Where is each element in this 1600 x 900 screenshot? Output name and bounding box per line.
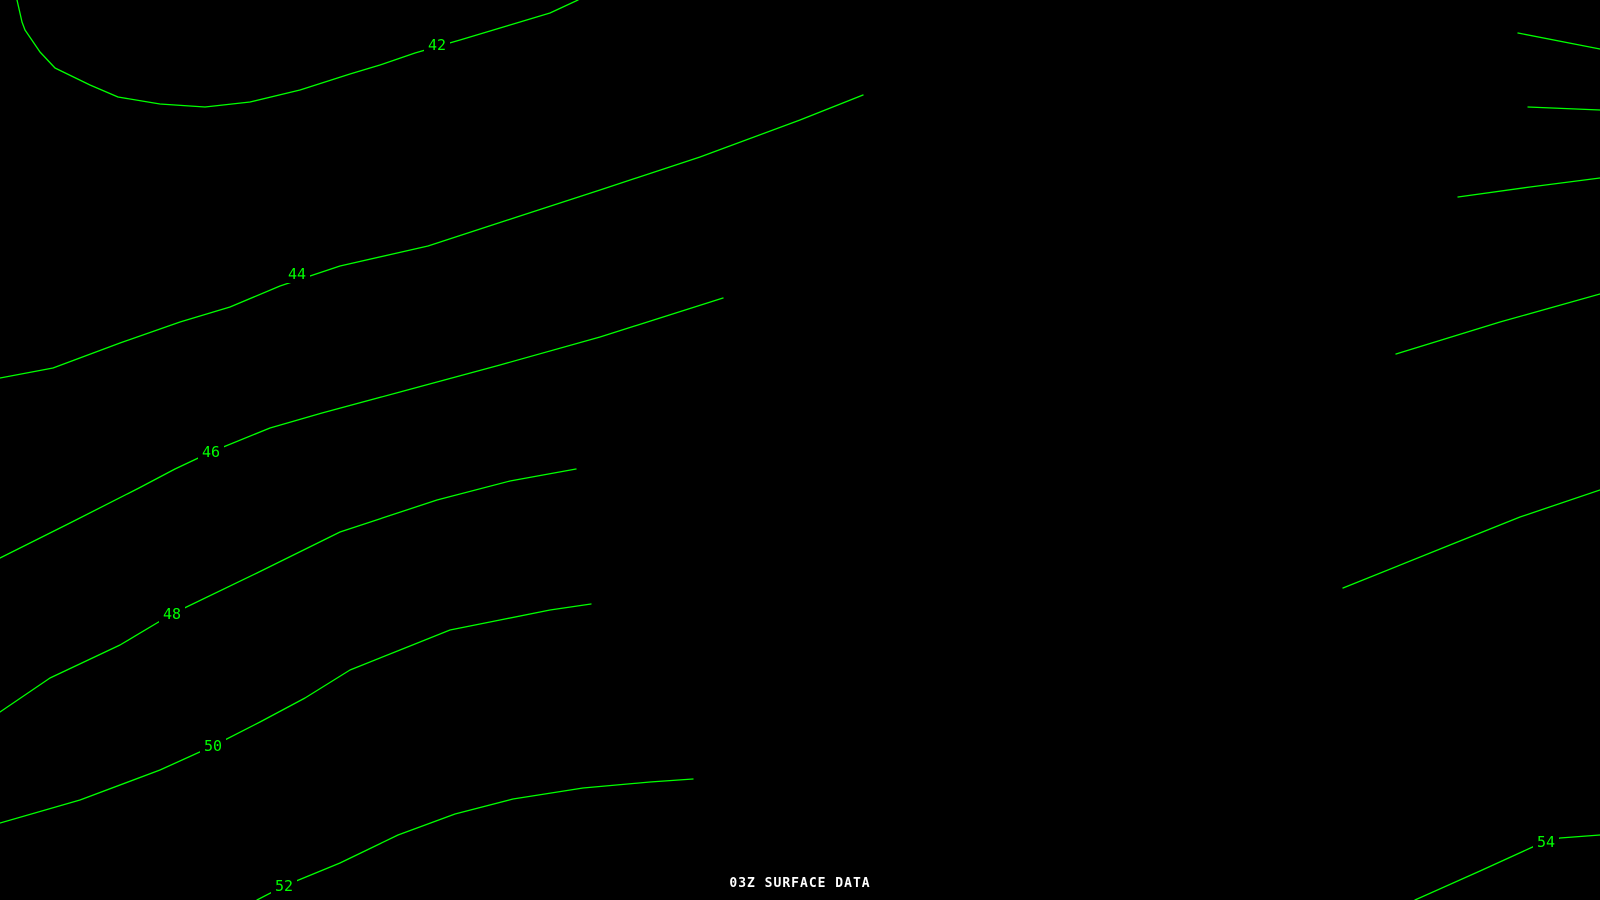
contour-label-42: 42 <box>428 36 446 54</box>
contour-label-mask-54 <box>1533 833 1559 851</box>
contour-label-44: 44 <box>288 265 306 283</box>
contour-segment-4 <box>1395 293 1600 355</box>
contour-label-50: 50 <box>204 737 222 755</box>
contour-line-52 <box>256 778 694 900</box>
contour-label-mask-42 <box>424 36 450 54</box>
map-title: 03Z SURFACE DATA <box>729 876 871 891</box>
contour-segment-1 <box>1517 32 1600 50</box>
contour-segment-3 <box>1457 177 1600 198</box>
contour-label-52: 52 <box>275 877 293 895</box>
contour-label-48: 48 <box>163 605 181 623</box>
contour-label-mask-46 <box>198 443 224 461</box>
contour-segment-5 <box>1342 489 1600 589</box>
contour-line-44 <box>0 94 864 379</box>
contour-line-46 <box>0 297 724 559</box>
contour-line-42 <box>16 0 579 108</box>
contour-label-mask-52 <box>271 877 297 895</box>
contour-line-50 <box>0 603 592 824</box>
contour-label-54: 54 <box>1537 833 1555 851</box>
contour-label-46: 46 <box>202 443 220 461</box>
contour-label-mask-48 <box>159 605 185 623</box>
contour-segment-2 <box>1527 106 1600 111</box>
contour-label-mask-50 <box>200 737 226 755</box>
contour-line-48 <box>0 468 577 713</box>
contour-label-mask-44 <box>284 265 310 283</box>
